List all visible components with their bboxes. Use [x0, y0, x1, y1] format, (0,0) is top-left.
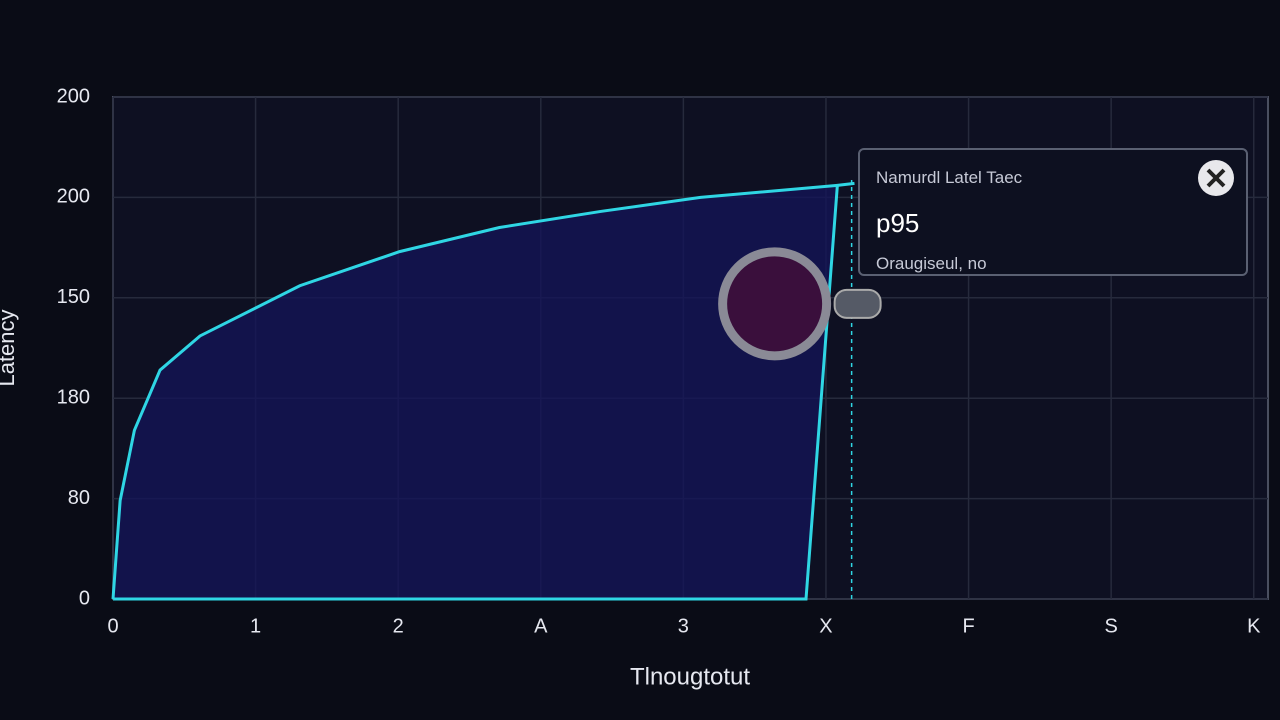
- y-tick-label: 200: [57, 186, 90, 208]
- y-axis-label: Latency: [0, 309, 19, 386]
- marks: [111, 180, 882, 601]
- close-button[interactable]: [1196, 158, 1236, 198]
- tooltip-value: p95: [876, 208, 920, 238]
- y-tick-label: 80: [68, 487, 90, 509]
- line: [111, 181, 855, 601]
- x-tick-label: K: [1247, 615, 1261, 637]
- y-tick-label: 150: [57, 286, 90, 308]
- x-tick-label: A: [534, 615, 548, 637]
- highlight-point: [718, 247, 832, 361]
- tooltip-note: Oraugiseul, no: [876, 254, 987, 273]
- x-tick-label: S: [1104, 615, 1117, 637]
- x-tick-label: 2: [393, 615, 404, 637]
- y-tick-label: 0: [79, 587, 90, 609]
- y-tick-label: 180: [57, 386, 90, 408]
- tooltip-title: Namurdl Latel Taec: [876, 168, 1023, 187]
- highlight-handle: [833, 288, 882, 319]
- x-tick-label: F: [962, 615, 974, 637]
- x-tick-label: 3: [678, 615, 689, 637]
- x-axis-label: Tlnougtotut: [630, 663, 750, 690]
- y-tick-label: 200: [57, 85, 90, 107]
- tooltip: Namurdl Latel Taec p95 Oraugiseul, no: [858, 148, 1248, 276]
- x-tick-label: X: [819, 615, 832, 637]
- x-tick-label: 1: [250, 615, 261, 637]
- x-tick-label: 0: [107, 615, 118, 637]
